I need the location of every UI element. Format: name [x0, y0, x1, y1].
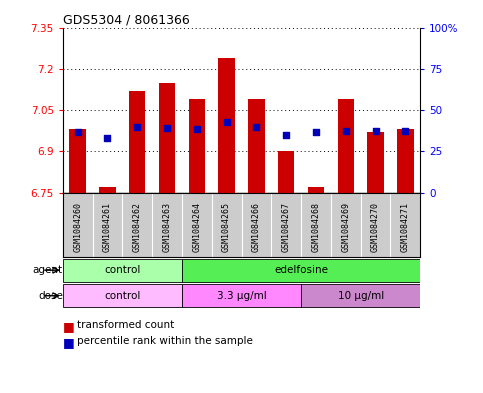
Point	[342, 128, 350, 134]
Text: GSM1084266: GSM1084266	[252, 202, 261, 252]
Bar	[301, 284, 420, 307]
Text: GSM1084261: GSM1084261	[103, 202, 112, 252]
Point	[282, 132, 290, 138]
Text: transformed count: transformed count	[77, 320, 174, 330]
Point	[223, 119, 230, 125]
Text: GSM1084264: GSM1084264	[192, 202, 201, 252]
Text: GSM1084269: GSM1084269	[341, 202, 350, 252]
Bar	[189, 99, 205, 193]
Text: GSM1084271: GSM1084271	[401, 202, 410, 252]
Text: percentile rank within the sample: percentile rank within the sample	[77, 336, 253, 346]
Text: GSM1084265: GSM1084265	[222, 202, 231, 252]
Text: GSM1084262: GSM1084262	[133, 202, 142, 252]
Bar	[308, 187, 324, 193]
Point	[133, 123, 141, 130]
Bar	[368, 132, 384, 193]
Text: GSM1084260: GSM1084260	[73, 202, 82, 252]
Bar	[248, 99, 265, 193]
Text: GSM1084267: GSM1084267	[282, 202, 291, 252]
Bar	[397, 129, 413, 193]
Text: GSM1084270: GSM1084270	[371, 202, 380, 252]
Point	[401, 128, 409, 134]
Text: dose: dose	[38, 291, 63, 301]
Bar	[182, 284, 301, 307]
Text: edelfosine: edelfosine	[274, 265, 328, 275]
Text: GSM1084263: GSM1084263	[163, 202, 171, 252]
Text: GDS5304 / 8061366: GDS5304 / 8061366	[63, 13, 189, 26]
Point	[312, 129, 320, 135]
Point	[253, 123, 260, 130]
Text: 3.3 μg/ml: 3.3 μg/ml	[216, 291, 267, 301]
Text: GSM1084268: GSM1084268	[312, 202, 320, 252]
Point	[104, 134, 112, 141]
Bar	[99, 187, 115, 193]
Point	[193, 126, 201, 132]
Point	[74, 129, 82, 135]
Text: ■: ■	[63, 336, 79, 349]
Bar	[70, 129, 86, 193]
Bar	[63, 284, 182, 307]
Bar	[129, 91, 145, 193]
Bar	[159, 83, 175, 193]
Bar	[63, 259, 182, 282]
Text: ■: ■	[63, 320, 79, 333]
Text: control: control	[104, 291, 141, 301]
Bar	[218, 58, 235, 193]
Text: agent: agent	[33, 265, 63, 275]
Bar	[182, 259, 420, 282]
Text: control: control	[104, 265, 141, 275]
Point	[372, 128, 380, 134]
Text: 10 μg/ml: 10 μg/ml	[338, 291, 384, 301]
Bar	[338, 99, 354, 193]
Point	[163, 125, 171, 131]
Bar	[278, 151, 294, 193]
